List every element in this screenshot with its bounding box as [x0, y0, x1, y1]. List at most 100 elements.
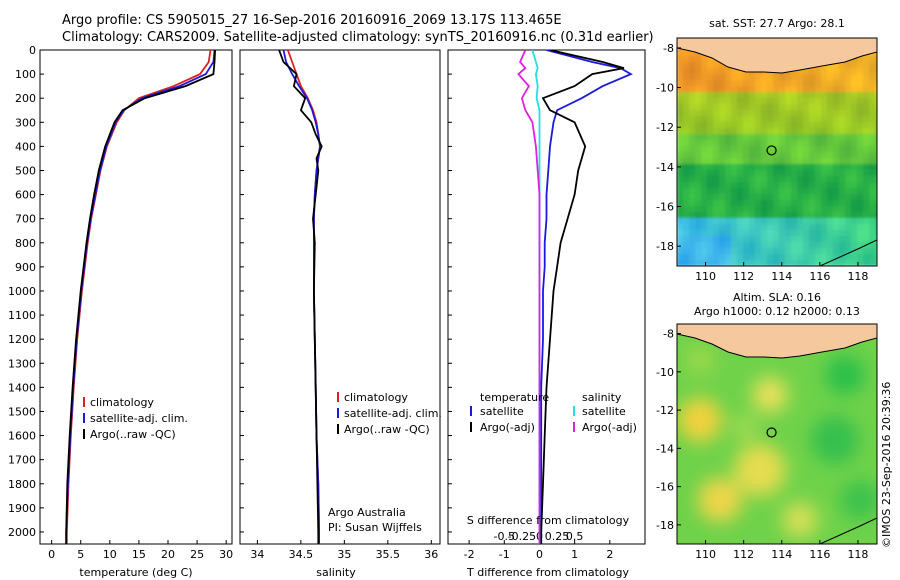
sst-cell [749, 86, 755, 92]
sst-cell [827, 110, 833, 116]
sst-cell [857, 224, 863, 230]
sst-cell [791, 158, 797, 164]
sst-cell [815, 254, 821, 260]
sst-cell [707, 56, 713, 62]
sst-cell [743, 152, 749, 158]
sst-cell [773, 260, 779, 266]
sst-cell [755, 158, 761, 164]
sst-cell [875, 62, 877, 68]
sst-cell [821, 182, 827, 188]
sst-cell [833, 152, 839, 158]
lon-tick-label: 110 [695, 548, 716, 561]
sst-cell [815, 110, 821, 116]
sst-cell [857, 206, 863, 212]
sst-cell [815, 218, 821, 224]
sst-cell [875, 170, 877, 176]
sst-cell [803, 170, 809, 176]
sst-cell [707, 110, 713, 116]
sst-cell [797, 212, 803, 218]
sst-cell [815, 98, 821, 104]
sst-cell [701, 116, 707, 122]
sst-cell [737, 128, 743, 134]
sst-cell [725, 110, 731, 116]
sst-cell [791, 92, 797, 98]
sst-cell [773, 74, 779, 80]
sst-cell [857, 122, 863, 128]
sst-cell [821, 104, 827, 110]
sst-cell [767, 224, 773, 230]
sst-cell [683, 92, 689, 98]
sst-cell [857, 248, 863, 254]
sst-cell [863, 182, 869, 188]
sst-cell [833, 248, 839, 254]
lon-tick-label: 110 [695, 270, 716, 283]
sla-map-frame [676, 323, 878, 545]
sst-cell [797, 92, 803, 98]
sst-cell [761, 74, 767, 80]
sst-cell [689, 188, 695, 194]
sst-cell [719, 260, 725, 266]
sst-cell [839, 104, 845, 110]
sst-cell [719, 200, 725, 206]
sst-cell [737, 206, 743, 212]
sst-cell [875, 140, 877, 146]
lat-tick-label: -16 [656, 201, 674, 214]
sst-cell [725, 242, 731, 248]
sst-cell [707, 188, 713, 194]
sst-cell [797, 116, 803, 122]
sst-cell [695, 128, 701, 134]
sst-cell [683, 200, 689, 206]
sst-cell [749, 140, 755, 146]
sst-cell [713, 236, 719, 242]
sst-cell [869, 122, 875, 128]
sst-cell [761, 152, 767, 158]
legend-label-climatology: climatology [344, 391, 408, 404]
sst-cell [755, 122, 761, 128]
sst-cell [737, 110, 743, 116]
sst-cell [821, 122, 827, 128]
sst-cell [869, 104, 875, 110]
sst-cell [845, 248, 851, 254]
salinity-plot-frame [239, 49, 441, 545]
depth-axis: 0 100 200 300 400 500 600 700 800 900 1000 1100 1200… [8, 44, 452, 539]
sst-cell [677, 140, 683, 146]
sst-cell [743, 194, 749, 200]
sst-cell [689, 98, 695, 104]
sst-cell [863, 140, 869, 146]
sst-cell [809, 86, 815, 92]
sst-cell [707, 134, 713, 140]
sst-cell [821, 158, 827, 164]
sst-cell [875, 218, 877, 224]
sst-cell [845, 188, 851, 194]
sst-cell [791, 104, 797, 110]
sst-cell [737, 74, 743, 80]
sst-cell [815, 86, 821, 92]
sst-cell [797, 134, 803, 140]
sst-cell [797, 146, 803, 152]
sst-cell [761, 248, 767, 254]
sst-cell [749, 200, 755, 206]
sst-cell [713, 122, 719, 128]
sst-cell [869, 158, 875, 164]
sst-cell [875, 50, 877, 56]
sst-cell [833, 98, 839, 104]
sst-cell [785, 242, 791, 248]
sst-cell [773, 206, 779, 212]
sst-cell [761, 128, 767, 134]
sst-cell [755, 242, 761, 248]
sst-cell [761, 218, 767, 224]
sst-cell [749, 104, 755, 110]
sst-cell [743, 248, 749, 254]
sst-cell [791, 254, 797, 260]
sst-cell [695, 80, 701, 86]
sst-cell [695, 140, 701, 146]
temperature-difference-xlabel: T difference from climatology [466, 566, 629, 579]
sst-cell [797, 128, 803, 134]
sst-cell [815, 200, 821, 206]
sst-cell [767, 242, 773, 248]
sst-cell [875, 230, 877, 236]
sst-cell [785, 122, 791, 128]
sst-cell [695, 164, 701, 170]
sst-cell [695, 110, 701, 116]
lat-tick-label: -8 [663, 328, 674, 341]
